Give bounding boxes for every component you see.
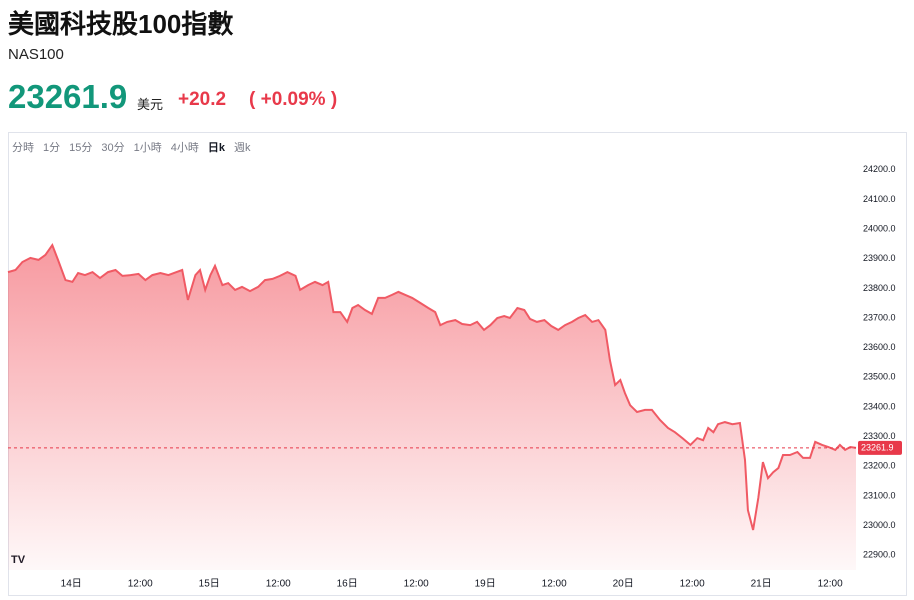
y-tick-label: 23700.0 bbox=[863, 312, 896, 322]
y-tick-label: 23400.0 bbox=[863, 401, 896, 411]
x-tick-label: 12:00 bbox=[818, 579, 843, 590]
x-tick-label: 21日 bbox=[751, 579, 772, 590]
last-price-label: 23261.9 bbox=[861, 442, 894, 452]
x-tick-label: 16日 bbox=[337, 579, 358, 590]
y-tick-label: 24200.0 bbox=[863, 164, 896, 174]
x-tick-label: 12:00 bbox=[542, 579, 567, 590]
timeframe-tab[interactable]: 1小時 bbox=[134, 141, 162, 154]
y-tick-label: 22900.0 bbox=[863, 550, 896, 560]
timeframe-tab[interactable]: 週k bbox=[234, 141, 251, 154]
x-tick-label: 19日 bbox=[475, 579, 496, 590]
y-tick-label: 23000.0 bbox=[863, 520, 896, 530]
timeframe-tab[interactable]: 日k bbox=[208, 141, 226, 154]
area-fill bbox=[8, 245, 856, 570]
y-tick-label: 23600.0 bbox=[863, 342, 896, 352]
timeframe-tab[interactable]: 1分 bbox=[43, 141, 60, 154]
y-tick-label: 23300.0 bbox=[863, 431, 896, 441]
x-tick-label: 12:00 bbox=[680, 579, 705, 590]
timeframe-tab[interactable]: 分時 bbox=[12, 141, 34, 154]
price: 23261.9 bbox=[8, 78, 128, 115]
symbol: NAS100 bbox=[8, 46, 64, 63]
y-tick-label: 23500.0 bbox=[863, 372, 896, 382]
x-tick-label: 20日 bbox=[613, 579, 634, 590]
x-tick-label: 12:00 bbox=[128, 579, 153, 590]
change: +20.2 bbox=[178, 89, 227, 110]
y-tick-label: 24000.0 bbox=[863, 223, 896, 233]
change-percent: ( +0.09% ) bbox=[249, 89, 338, 110]
x-tick-label: 15日 bbox=[199, 579, 220, 590]
y-tick-label: 23100.0 bbox=[863, 490, 896, 500]
last-price-tag bbox=[858, 440, 902, 455]
timeframe-tab[interactable]: 15分 bbox=[69, 141, 92, 154]
y-tick-label: 24100.0 bbox=[863, 194, 896, 204]
currency: 美元 bbox=[137, 97, 164, 112]
x-tick-label: 12:00 bbox=[266, 579, 291, 590]
y-tick-label: 23200.0 bbox=[863, 461, 896, 471]
timeframe-tab[interactable]: 30分 bbox=[101, 141, 124, 154]
y-tick-label: 23900.0 bbox=[863, 253, 896, 263]
y-tick-label: 23800.0 bbox=[863, 283, 896, 293]
price-line bbox=[7, 242, 857, 531]
x-tick-label: 12:00 bbox=[404, 579, 429, 590]
timeframe-tab[interactable]: 4小時 bbox=[171, 141, 199, 154]
x-tick-label: 14日 bbox=[61, 579, 82, 590]
title: 美國科技股100指數 bbox=[8, 9, 234, 39]
